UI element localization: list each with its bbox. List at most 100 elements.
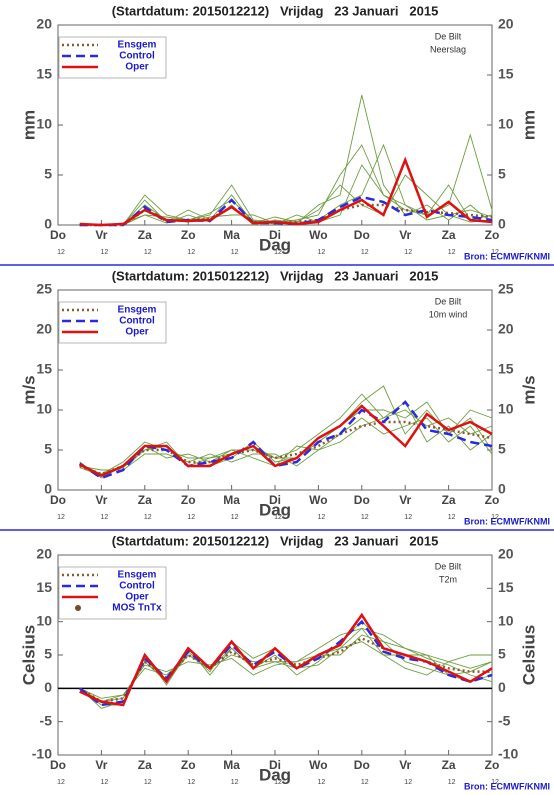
annotation: T2m	[439, 574, 457, 584]
x-tick-label: Za	[442, 228, 456, 242]
x-tick-sublabel: 12	[187, 249, 195, 256]
x-tick-label: Vr	[95, 228, 107, 242]
y2-tick-label: -10	[498, 746, 518, 762]
y2-tick-label: 5	[498, 441, 506, 457]
legend-label: MOS TnTx	[112, 603, 162, 614]
y2-axis-label: mm	[519, 110, 538, 140]
legend-label: Oper	[125, 62, 148, 73]
chart-title: (Startdatum: 2015012212) Vrijdag 23 Janu…	[112, 3, 439, 18]
legend-label: Ensgem	[118, 570, 157, 581]
x-tick-sublabel: 12	[361, 249, 369, 256]
x-tick-sublabel: 12	[448, 514, 456, 521]
y2-tick-label: 20	[498, 546, 514, 562]
legend-label: Oper	[125, 592, 148, 603]
x-tick-label: Vr	[95, 493, 107, 507]
x-tick-sublabel: 12	[318, 514, 326, 521]
ensemble-member	[79, 401, 493, 471]
y2-tick-label: 0	[498, 679, 506, 695]
x-tick-label: Za	[442, 493, 456, 507]
x-axis-label: Dag	[259, 765, 291, 784]
y2-tick-label: 0	[498, 481, 506, 497]
y2-tick-label: 15	[498, 66, 514, 82]
x-tick-label: Ma	[223, 758, 240, 772]
legend-label: Oper	[125, 327, 148, 338]
x-tick-label: Zo	[485, 228, 500, 242]
annotation: 10m wind	[429, 309, 468, 319]
legend-label: Ensgem	[118, 305, 157, 316]
x-tick-sublabel: 12	[57, 514, 65, 521]
x-tick-sublabel: 12	[57, 779, 65, 786]
x-tick-label: Do	[50, 758, 66, 772]
x-tick-sublabel: 12	[361, 779, 369, 786]
x-tick-label: Za	[442, 758, 456, 772]
legend-label: Control	[119, 51, 155, 62]
y-tick-label: 10	[36, 612, 52, 628]
y2-tick-label: -5	[498, 712, 511, 728]
chart-title: (Startdatum: 2015012212) Vrijdag 23 Janu…	[112, 268, 439, 283]
y-tick-label: 10	[36, 401, 52, 417]
y2-tick-label: 25	[498, 281, 514, 297]
ensemble-member	[79, 621, 493, 709]
y2-tick-label: 15	[498, 361, 514, 377]
x-tick-sublabel: 12	[231, 779, 239, 786]
annotation: De Bilt	[435, 31, 462, 41]
x-tick-label: Di	[269, 758, 281, 772]
x-tick-sublabel: 12	[404, 514, 412, 521]
x-tick-label: Di	[269, 493, 281, 507]
source: Bron: ECMWF/KNMI	[464, 251, 550, 261]
y-axis-label: Celsius	[19, 625, 38, 685]
y2-axis-label: m/s	[519, 375, 538, 404]
y-tick-label: 15	[36, 361, 52, 377]
x-tick-label: Vr	[399, 758, 411, 772]
x-tick-label: Di	[269, 228, 281, 242]
series-line	[79, 612, 493, 707]
x-tick-sublabel: 12	[101, 514, 109, 521]
legend-label: Control	[119, 316, 155, 327]
y2-axis-label: Celsius	[519, 625, 538, 685]
y-tick-label: 0	[44, 481, 52, 497]
x-tick-sublabel: 12	[318, 249, 326, 256]
legend-label: Control	[119, 581, 155, 592]
source: Bron: ECMWF/KNMI	[464, 516, 550, 526]
x-tick-sublabel: 12	[274, 249, 282, 256]
x-tick-sublabel: 12	[101, 249, 109, 256]
x-tick-sublabel: 12	[448, 779, 456, 786]
legend-label: Ensgem	[118, 40, 157, 51]
y2-tick-label: 20	[498, 321, 514, 337]
x-tick-sublabel: 12	[57, 249, 65, 256]
y-tick-label: 5	[44, 166, 52, 182]
x-tick-sublabel: 12	[448, 249, 456, 256]
x-tick-sublabel: 12	[274, 779, 282, 786]
y-axis-label: mm	[19, 110, 38, 140]
x-tick-label: Do	[354, 228, 370, 242]
y-tick-label: 0	[44, 216, 52, 232]
chart-title: (Startdatum: 2015012212) Vrijdag 23 Janu…	[112, 533, 439, 548]
x-tick-sublabel: 12	[318, 779, 326, 786]
x-tick-label: Do	[354, 493, 370, 507]
x-tick-sublabel: 12	[101, 779, 109, 786]
y-tick-label: 0	[44, 679, 52, 695]
y-tick-label: 20	[36, 546, 52, 562]
x-tick-label: Za	[138, 228, 152, 242]
x-tick-label: Wo	[309, 493, 327, 507]
x-tick-sublabel: 12	[144, 779, 152, 786]
x-tick-label: Ma	[223, 228, 240, 242]
y-tick-label: 15	[36, 579, 52, 595]
x-tick-label: Zo	[181, 493, 196, 507]
y-tick-label: 5	[44, 441, 52, 457]
x-tick-label: Za	[138, 758, 152, 772]
series-line	[79, 636, 492, 703]
x-tick-label: Zo	[181, 758, 196, 772]
x-tick-sublabel: 12	[231, 249, 239, 256]
y-tick-label: -10	[32, 746, 52, 762]
y-tick-label: 25	[36, 281, 52, 297]
source: Bron: ECMWF/KNMI	[464, 781, 550, 791]
y-tick-label: 20	[36, 16, 52, 32]
annotation: De Bilt	[435, 561, 462, 571]
x-tick-sublabel: 12	[144, 249, 152, 256]
x-tick-label: Za	[138, 493, 152, 507]
x-tick-label: Vr	[95, 758, 107, 772]
annotation: De Bilt	[435, 296, 462, 306]
y-tick-label: 20	[36, 321, 52, 337]
